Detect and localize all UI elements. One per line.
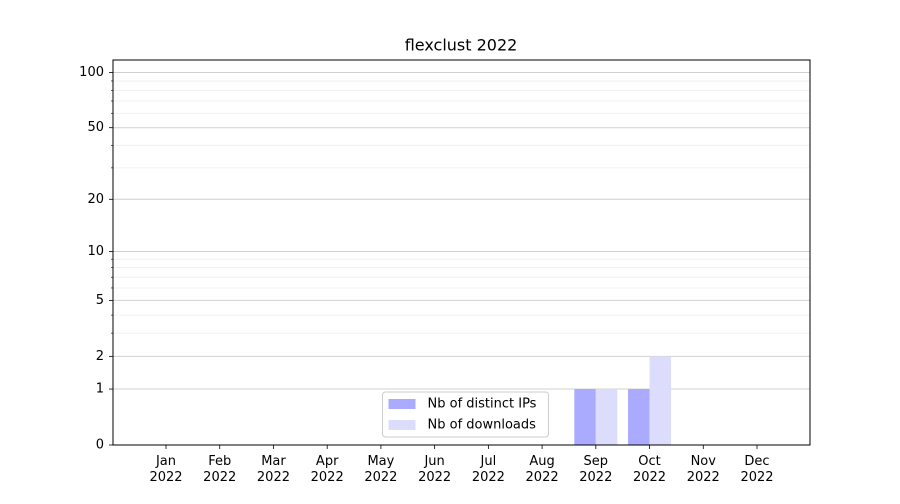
x-tick-label: Sep 2022 xyxy=(579,454,612,485)
y-tick-label: 10 xyxy=(87,244,104,259)
x-tick-label: May 2022 xyxy=(364,454,397,485)
x-tick-label: Jan 2022 xyxy=(149,454,182,485)
x-tick-label: Dec 2022 xyxy=(740,454,773,485)
y-tick-label: 20 xyxy=(87,192,104,207)
legend-box xyxy=(382,391,549,438)
bar xyxy=(595,389,618,445)
x-tick-label: Nov 2022 xyxy=(687,454,720,485)
legend-label: Nb of downloads xyxy=(428,418,537,433)
y-tick-label: 1 xyxy=(96,382,104,397)
bar xyxy=(628,389,650,445)
legend-swatch xyxy=(388,420,416,430)
legend-swatch xyxy=(388,399,416,409)
x-tick-label: Feb 2022 xyxy=(203,454,236,485)
bar xyxy=(574,389,596,445)
x-tick-label: Oct 2022 xyxy=(633,454,666,485)
x-tick-label: Mar 2022 xyxy=(257,454,290,485)
x-tick-label: Apr 2022 xyxy=(311,454,344,485)
chart-title: flexclust 2022 xyxy=(405,36,518,55)
y-tick-label: 100 xyxy=(79,65,104,80)
x-tick-label: Aug 2022 xyxy=(526,454,559,485)
y-tick-label: 0 xyxy=(96,438,104,453)
legend-label: Nb of distinct IPs xyxy=(428,397,537,412)
legend: Nb of distinct IPs Nb of downloads xyxy=(382,391,549,438)
bar xyxy=(649,356,672,445)
x-tick-label: Jun 2022 xyxy=(418,454,451,485)
plot-frame xyxy=(112,59,811,446)
x-tick-label: Jul 2022 xyxy=(472,454,505,485)
y-tick-label: 2 xyxy=(96,349,104,364)
y-tick-label: 50 xyxy=(87,120,104,135)
y-tick-label: 5 xyxy=(96,293,104,308)
